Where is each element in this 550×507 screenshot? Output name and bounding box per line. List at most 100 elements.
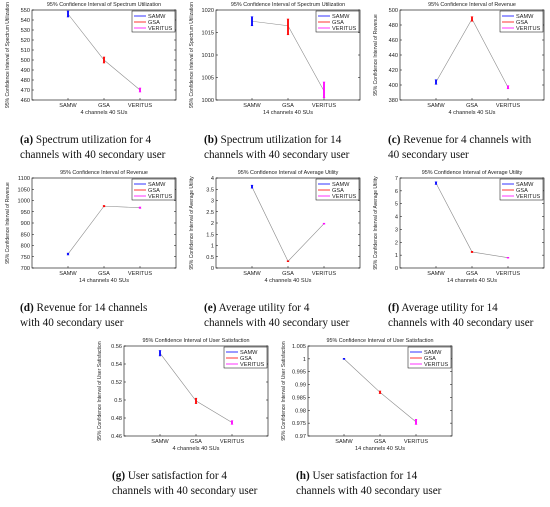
x-tick-label: SAMW (59, 271, 77, 277)
legend-label: SAMW (240, 350, 258, 356)
chart-panel-e: 95% Confidence Interval of Average Utili… (184, 168, 364, 294)
chart-svg: 95% Confidence Interval of Average Utili… (373, 170, 545, 284)
y-tick-label: 4 (211, 176, 214, 182)
x-tick-label: SAMW (427, 271, 445, 277)
x-tick-label: GSA (190, 439, 202, 445)
chart-panel-d: 95% Confidence Interval of Revenue 700 750… (0, 168, 180, 294)
chart-title: 95% Confidence Interval of User Satisfac… (143, 338, 250, 344)
chart-title: 95% Confidence Interval of Spectrum Util… (47, 2, 161, 8)
caption-a: (a) Spectrum utilization for 4 channels … (20, 133, 185, 163)
x-tick-label: GSA (98, 271, 110, 277)
chart-panel-f: 95% Confidence Interval of Average Utili… (368, 168, 548, 294)
y-tick-label: 470 (21, 88, 30, 94)
legend-label: GSA (424, 356, 436, 362)
chart-svg: 95% Confidence Interval of Revenue 380 400… (373, 2, 545, 116)
x-tick-label: VERITUS (496, 271, 521, 277)
caption-g: (g) User satisfaction for 4 channels wit… (112, 469, 277, 499)
y-tick-label: 3.5 (206, 187, 214, 193)
caption-text: Revenue for 14 channels (33, 302, 148, 314)
chart-svg: 95% Confidence Interval of Revenue 700 750… (5, 170, 177, 284)
legend-label: SAMW (516, 182, 534, 188)
x-axis-label: 4 channels 40 SUs (173, 446, 220, 452)
y-tick-label: 3 (211, 199, 214, 205)
chart-panel-a: 95% Confidence Interval of Spectrum Util… (0, 0, 180, 126)
chart-svg: 95% Confidence Interval of Spectrum Util… (189, 2, 361, 116)
y-tick-label: 1100 (18, 176, 30, 182)
y-tick-label: 490 (21, 68, 30, 74)
chart-title: 95% Confidence Interval of Revenue (60, 170, 148, 176)
legend-label: GSA (516, 188, 528, 194)
y-tick-label: 460 (389, 38, 398, 44)
y-axis-label: 95% Confidence Interval of Revenue (373, 14, 379, 96)
legend-label: VERITUS (148, 194, 173, 200)
y-tick-label: 0.46 (111, 434, 122, 440)
chart-panel-h: 95% Confidence Interval of User Satisfac… (276, 336, 456, 462)
chart-title: 95% Confidence Interval of Average Utili… (238, 170, 339, 176)
y-tick-label: 480 (389, 23, 398, 29)
caption-label: (h) (296, 470, 310, 482)
y-tick-label: 0.985 (292, 395, 306, 401)
y-tick-label: 750 (21, 255, 30, 261)
caption-text: channels with 40 secondary user (204, 317, 350, 329)
y-axis-label: 95% Confidence Interval of Revenue (5, 182, 11, 264)
y-tick-label: 800 (21, 244, 30, 250)
caption-label: (g) (112, 470, 126, 482)
legend-label: VERITUS (516, 26, 541, 32)
legend-label: GSA (148, 188, 160, 194)
y-tick-label: 2 (395, 240, 398, 246)
caption-text: Spectrum utilization for 4 (33, 134, 152, 146)
x-tick-label: SAMW (243, 103, 261, 109)
y-tick-label: 1000 (202, 98, 214, 104)
mean-trend-line (67, 13, 141, 91)
mean-trend-line (159, 353, 233, 423)
y-axis-label: 95% Confidence Interval of Spectrum Util… (189, 2, 195, 108)
caption-label: (f) (388, 302, 400, 314)
caption-text: User satisfaction for 14 (309, 470, 418, 482)
x-axis-label: 4 channels 40 SUs (449, 110, 496, 116)
mean-trend-line (67, 205, 141, 255)
legend-label: SAMW (424, 350, 442, 356)
x-tick-label: GSA (98, 103, 110, 109)
legend-label: VERITUS (240, 362, 265, 368)
y-tick-label: 500 (389, 8, 398, 14)
y-tick-label: 5 (395, 202, 398, 208)
mean-trend-line (251, 186, 325, 262)
y-tick-label: 550 (21, 8, 30, 14)
y-tick-label: 1 (211, 244, 214, 250)
y-tick-label: 700 (21, 266, 30, 272)
x-axis-label: 4 channels 40 SUs (265, 278, 312, 284)
caption-text: Revenue for 4 channels with (400, 134, 532, 146)
legend-label: GSA (332, 188, 344, 194)
legend-label: VERITUS (332, 26, 357, 32)
legend-label: GSA (516, 20, 528, 26)
x-axis-label: 14 channels 40 SUs (355, 446, 405, 452)
mean-trend-line (435, 18, 509, 88)
x-tick-label: VERITUS (220, 439, 245, 445)
legend-label: VERITUS (516, 194, 541, 200)
chart-svg: 95% Confidence Interval of Spectrum Util… (5, 2, 177, 116)
y-tick-label: 1000 (18, 199, 30, 205)
y-tick-label: 1020 (202, 8, 214, 14)
y-tick-label: 1 (303, 357, 306, 363)
y-tick-label: 1.005 (292, 344, 306, 350)
y-tick-label: 850 (21, 232, 30, 238)
y-tick-label: 2.5 (206, 210, 214, 216)
caption-label: (c) (388, 134, 401, 146)
caption-text: User satisfaction for 4 (125, 470, 227, 482)
y-tick-label: 0.56 (111, 344, 122, 350)
y-tick-label: 900 (21, 221, 30, 227)
y-axis-label: 95% Confidence Interval of Average Utili… (189, 176, 195, 270)
caption-f: (f) Average utility for 14 channels with… (388, 301, 548, 331)
caption-text: Average utility for 4 (216, 302, 310, 314)
x-tick-label: VERITUS (312, 271, 337, 277)
y-tick-label: 0.54 (111, 362, 122, 368)
x-tick-label: VERITUS (496, 103, 521, 109)
caption-label: (e) (204, 302, 217, 314)
x-tick-label: GSA (466, 271, 478, 277)
x-tick-label: GSA (282, 271, 294, 277)
chart-svg: 95% Confidence Interval of User Satisfac… (97, 338, 269, 452)
caption-text: channels with 40 secondary user (204, 149, 350, 161)
x-tick-label: VERITUS (404, 439, 429, 445)
x-axis-label: 14 channels 40 SUs (79, 278, 129, 284)
x-tick-label: SAMW (335, 439, 353, 445)
